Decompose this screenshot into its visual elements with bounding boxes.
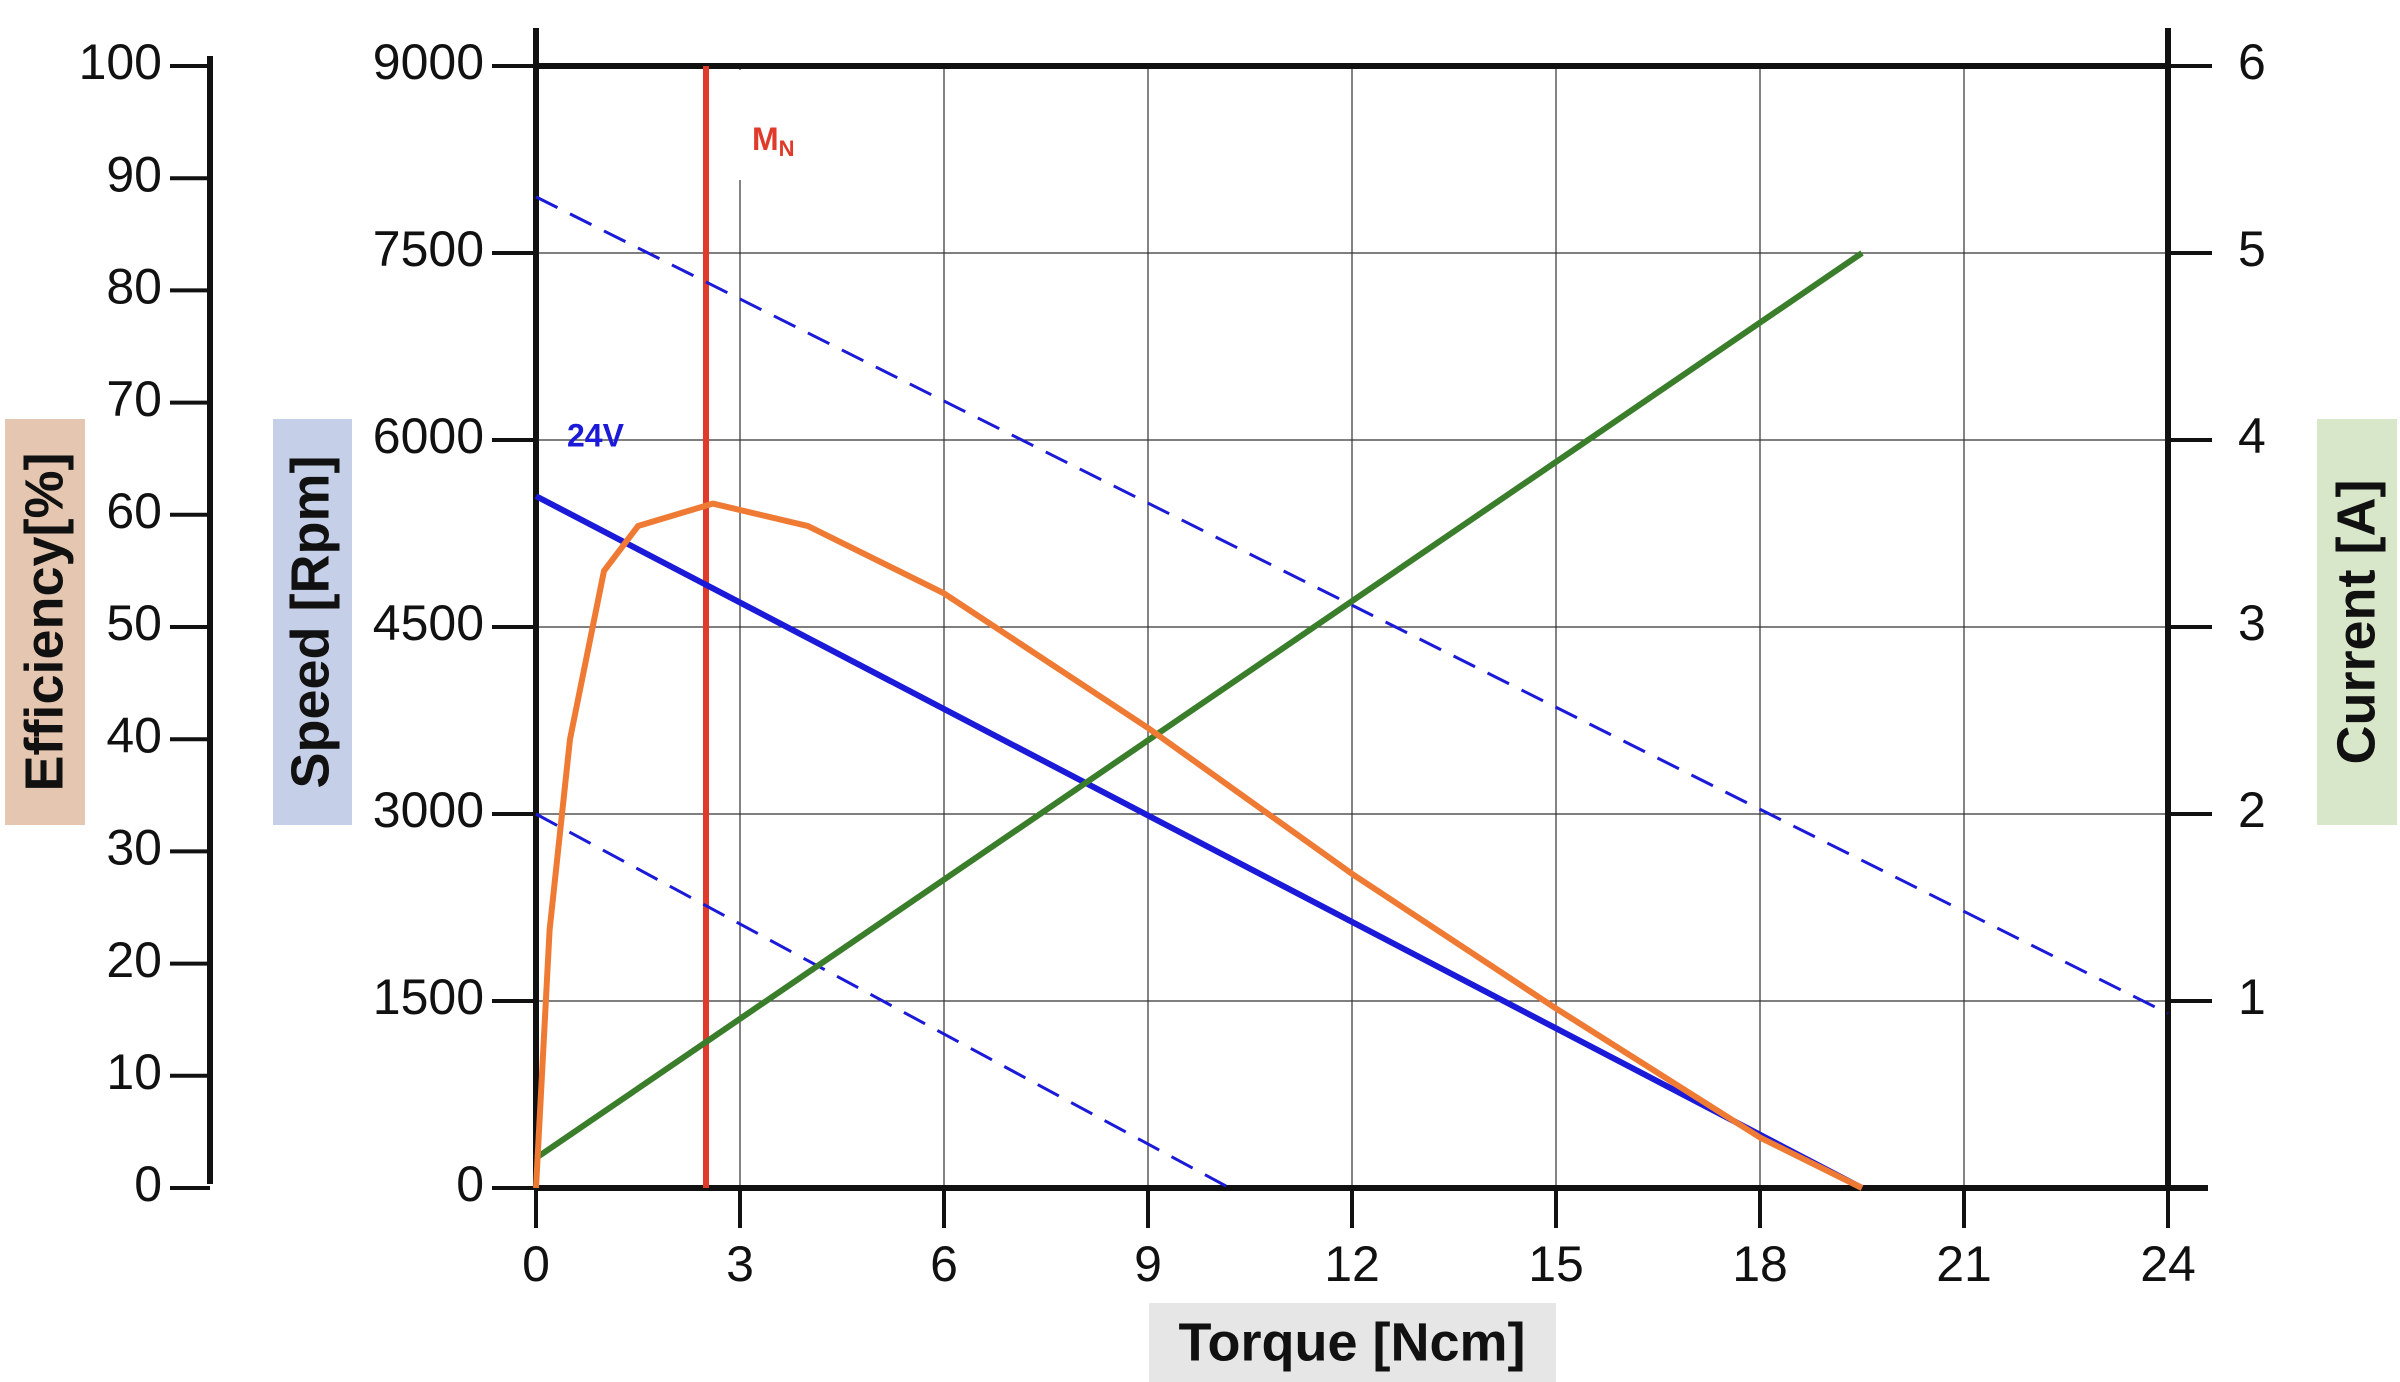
- y3-tick-label: 40: [106, 707, 162, 763]
- y3-tick-label: 80: [106, 259, 162, 315]
- x-tick-label: 21: [1936, 1236, 1992, 1292]
- series-line: [534, 493, 1864, 1191]
- y2-label-box: [2317, 419, 2397, 825]
- x-tick-label: 3: [726, 1236, 754, 1292]
- y3-tick-label: 50: [106, 595, 162, 651]
- x-axis-label: Torque [Ncm]: [1179, 1312, 1526, 1372]
- y3-tick-label: 70: [106, 371, 162, 427]
- y2-tick-label: 1: [2238, 969, 2266, 1025]
- x-tick-label: 18: [1732, 1236, 1788, 1292]
- y2-tick-label: 5: [2238, 221, 2266, 277]
- series-line: [534, 250, 1864, 1161]
- y3-tick-label: 60: [106, 483, 162, 539]
- y2-tick-label: 6: [2238, 34, 2266, 90]
- y2-axis-label: Current [A]: [2326, 480, 2386, 765]
- y3-tick-label: 30: [106, 820, 162, 876]
- y2-tick-label: 2: [2238, 782, 2266, 838]
- series-line: [535, 195, 2169, 1015]
- y3-tick-label: 0: [134, 1156, 162, 1212]
- y2-tick-label: 4: [2238, 408, 2266, 464]
- x-tick-label: 6: [930, 1236, 958, 1292]
- x-tick-label: 15: [1528, 1236, 1584, 1292]
- x-tick-label: 24: [2140, 1236, 2196, 1292]
- x-label-box: [1149, 1303, 1556, 1382]
- reference-label-sub: N: [779, 136, 795, 161]
- y-tick-label: 1500: [373, 969, 484, 1025]
- reference-label: MN: [752, 121, 795, 160]
- y-axis-label: Speed [Rpm]: [280, 455, 340, 788]
- label-backdrop: [720, 70, 936, 180]
- y-tick-label: 0: [456, 1156, 484, 1212]
- y-tick-label: 6000: [373, 408, 484, 464]
- series-line: [533, 500, 1864, 1191]
- y-tick-label: 7500: [373, 221, 484, 277]
- y2-tick-label: 3: [2238, 595, 2266, 651]
- y-tick-label: 3000: [373, 782, 484, 838]
- series-line: [535, 812, 1231, 1190]
- y3-label-box: [5, 419, 85, 825]
- y3-axis-label: Efficiency[%]: [14, 452, 74, 791]
- x-tick-label: 9: [1134, 1236, 1162, 1292]
- x-tick-label: 12: [1324, 1236, 1380, 1292]
- y-tick-label: 4500: [373, 595, 484, 651]
- y-tick-label: 9000: [373, 34, 484, 90]
- x-tick-label: 0: [522, 1236, 550, 1292]
- y3-tick-label: 20: [106, 932, 162, 988]
- y3-tick-label: 100: [79, 34, 162, 90]
- y3-tick-label: 10: [106, 1044, 162, 1100]
- y3-tick-label: 90: [106, 146, 162, 202]
- y-label-box: [273, 419, 352, 825]
- reference-label-main: M: [752, 121, 779, 157]
- series-label: 24V: [567, 417, 625, 453]
